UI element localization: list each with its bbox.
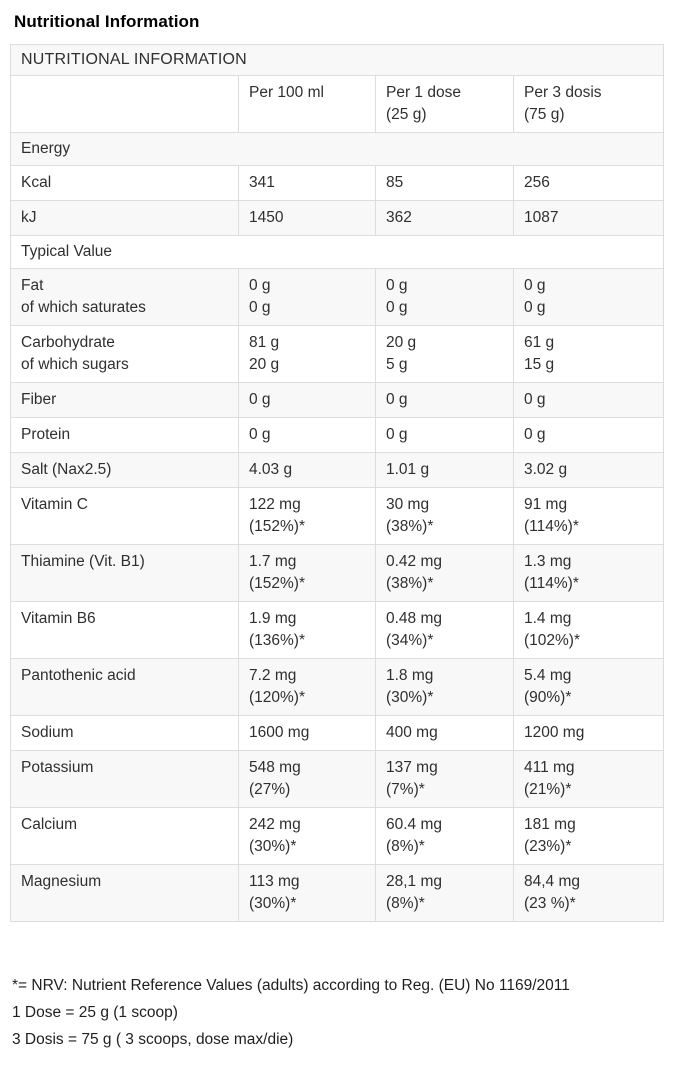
table-row-thiamine: Thiamine (Vit. B1) 1.7 mg (152%)* 0.42 m… bbox=[10, 544, 664, 602]
row-value: 1200 mg bbox=[513, 715, 664, 751]
row-value: 113 mg (30%)* bbox=[238, 864, 376, 922]
section-row-energy: Energy bbox=[10, 132, 664, 166]
row-value: 0.42 mg (38%)* bbox=[375, 544, 514, 602]
table-row-kcal: Kcal 341 85 256 bbox=[10, 165, 664, 201]
row-label: Carbohydrate of which sugars bbox=[10, 325, 239, 383]
table-row-fat: Fat of which saturates 0 g 0 g 0 g 0 g 0… bbox=[10, 268, 664, 326]
table-row-calcium: Calcium 242 mg (30%)* 60.4 mg (8%)* 181 … bbox=[10, 807, 664, 865]
page-title: Nutritional Information bbox=[14, 12, 200, 31]
table-row-protein: Protein 0 g 0 g 0 g bbox=[10, 417, 664, 453]
table-row-carbohydrate: Carbohydrate of which sugars 81 g 20 g 2… bbox=[10, 325, 664, 383]
row-value: 1087 bbox=[513, 200, 664, 236]
row-value: 411 mg (21%)* bbox=[513, 750, 664, 808]
section-row-typical-value: Typical Value bbox=[10, 235, 664, 269]
row-value: 60.4 mg (8%)* bbox=[375, 807, 514, 865]
row-label: Sodium bbox=[10, 715, 239, 751]
nutrition-table: NUTRITIONAL INFORMATION Per 100 ml Per 1… bbox=[10, 44, 664, 922]
row-label: Calcium bbox=[10, 807, 239, 865]
row-value: 0 g bbox=[238, 382, 376, 418]
row-value: 341 bbox=[238, 165, 376, 201]
row-value: 1.8 mg (30%)* bbox=[375, 658, 514, 716]
row-value: 81 g 20 g bbox=[238, 325, 376, 383]
row-value: 0 g bbox=[375, 382, 514, 418]
row-label: Protein bbox=[10, 417, 239, 453]
row-value: 30 mg (38%)* bbox=[375, 487, 514, 545]
row-value: 4.03 g bbox=[238, 452, 376, 488]
row-value: 181 mg (23%)* bbox=[513, 807, 664, 865]
row-label: Vitamin B6 bbox=[10, 601, 239, 659]
table-row-magnesium: Magnesium 113 mg (30%)* 28,1 mg (8%)* 84… bbox=[10, 864, 664, 922]
row-label: Salt (Nax2.5) bbox=[10, 452, 239, 488]
column-header-per-3-dosis: Per 3 dosis (75 g) bbox=[513, 75, 664, 133]
row-value: 362 bbox=[375, 200, 514, 236]
table-row-vitamin-c: Vitamin C 122 mg (152%)* 30 mg (38%)* 91… bbox=[10, 487, 664, 545]
row-value: 0 g bbox=[513, 417, 664, 453]
row-label: Pantothenic acid bbox=[10, 658, 239, 716]
footnote-3-dosis: 3 Dosis = 75 g ( 3 scoops, dose max/die) bbox=[12, 1031, 294, 1048]
table-row-pantothenic-acid: Pantothenic acid 7.2 mg (120%)* 1.8 mg (… bbox=[10, 658, 664, 716]
row-value: 3.02 g bbox=[513, 452, 664, 488]
row-value: 1.4 mg (102%)* bbox=[513, 601, 664, 659]
section-label: Typical Value bbox=[10, 235, 664, 269]
row-label: Fiber bbox=[10, 382, 239, 418]
footnote-nrv: *= NRV: Nutrient Reference Values (adult… bbox=[12, 977, 570, 994]
row-value: 0 g 0 g bbox=[238, 268, 376, 326]
column-header-empty bbox=[10, 75, 239, 133]
row-value: 256 bbox=[513, 165, 664, 201]
section-label: Energy bbox=[10, 132, 664, 166]
row-value: 85 bbox=[375, 165, 514, 201]
row-value: 5.4 mg (90%)* bbox=[513, 658, 664, 716]
table-row-potassium: Potassium 548 mg (27%) 137 mg (7%)* 411 … bbox=[10, 750, 664, 808]
table-title: NUTRITIONAL INFORMATION bbox=[10, 44, 664, 76]
row-value: 1.01 g bbox=[375, 452, 514, 488]
row-value: 28,1 mg (8%)* bbox=[375, 864, 514, 922]
row-value: 20 g 5 g bbox=[375, 325, 514, 383]
row-value: 61 g 15 g bbox=[513, 325, 664, 383]
row-value: 1450 bbox=[238, 200, 376, 236]
row-value: 548 mg (27%) bbox=[238, 750, 376, 808]
table-row-fiber: Fiber 0 g 0 g 0 g bbox=[10, 382, 664, 418]
row-value: 1.9 mg (136%)* bbox=[238, 601, 376, 659]
row-label: Thiamine (Vit. B1) bbox=[10, 544, 239, 602]
table-row-vitamin-b6: Vitamin B6 1.9 mg (136%)* 0.48 mg (34%)*… bbox=[10, 601, 664, 659]
row-value: 0 g 0 g bbox=[513, 268, 664, 326]
row-value: 84,4 mg (23 %)* bbox=[513, 864, 664, 922]
row-value: 0.48 mg (34%)* bbox=[375, 601, 514, 659]
row-value: 0 g 0 g bbox=[375, 268, 514, 326]
table-row-kj: kJ 1450 362 1087 bbox=[10, 200, 664, 236]
table-row-sodium: Sodium 1600 mg 400 mg 1200 mg bbox=[10, 715, 664, 751]
column-header-per-100ml: Per 100 ml bbox=[238, 75, 376, 133]
row-label: Fat of which saturates bbox=[10, 268, 239, 326]
row-value: 242 mg (30%)* bbox=[238, 807, 376, 865]
row-value: 1.7 mg (152%)* bbox=[238, 544, 376, 602]
column-header-per-1-dose: Per 1 dose (25 g) bbox=[375, 75, 514, 133]
row-label: Magnesium bbox=[10, 864, 239, 922]
row-value: 122 mg (152%)* bbox=[238, 487, 376, 545]
row-label: Vitamin C bbox=[10, 487, 239, 545]
row-value: 7.2 mg (120%)* bbox=[238, 658, 376, 716]
column-header-row: Per 100 ml Per 1 dose (25 g) Per 3 dosis… bbox=[10, 75, 664, 133]
row-value: 1600 mg bbox=[238, 715, 376, 751]
row-value: 91 mg (114%)* bbox=[513, 487, 664, 545]
row-value: 137 mg (7%)* bbox=[375, 750, 514, 808]
row-label: Potassium bbox=[10, 750, 239, 808]
footnotes: *= NRV: Nutrient Reference Values (adult… bbox=[12, 972, 663, 1053]
row-label: kJ bbox=[10, 200, 239, 236]
row-value: 0 g bbox=[238, 417, 376, 453]
row-value: 0 g bbox=[513, 382, 664, 418]
row-value: 1.3 mg (114%)* bbox=[513, 544, 664, 602]
row-value: 0 g bbox=[375, 417, 514, 453]
page-container: Nutritional Information NUTRITIONAL INFO… bbox=[10, 12, 664, 1053]
table-row-salt: Salt (Nax2.5) 4.03 g 1.01 g 3.02 g bbox=[10, 452, 664, 488]
row-label: Kcal bbox=[10, 165, 239, 201]
table-title-row: NUTRITIONAL INFORMATION bbox=[10, 44, 664, 76]
footnote-1-dose: 1 Dose = 25 g (1 scoop) bbox=[12, 1004, 178, 1021]
row-value: 400 mg bbox=[375, 715, 514, 751]
